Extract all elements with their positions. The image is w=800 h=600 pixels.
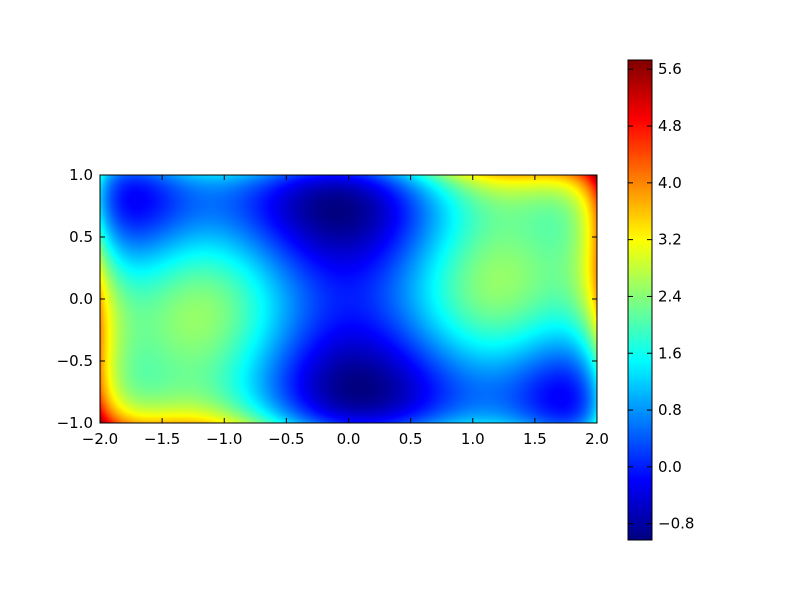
x-tick-label: 1.5 bbox=[523, 430, 547, 448]
x-tick-label: 2.0 bbox=[585, 430, 609, 448]
y-tick-label: −0.5 bbox=[57, 352, 93, 370]
y-axis: 1.0 0.5 0.0 −0.5 −1.0 bbox=[57, 166, 597, 432]
y-tick-label: 1.0 bbox=[69, 166, 93, 184]
colorbar-tick-label: 0.0 bbox=[658, 458, 682, 476]
colorbar-gradient bbox=[628, 60, 652, 540]
colorbar-tick-label: 0.8 bbox=[658, 401, 682, 419]
y-tick-label: 0.5 bbox=[69, 228, 93, 246]
x-tick-label: −2.0 bbox=[82, 430, 118, 448]
x-axis: −2.0 −1.5 −1.0 −0.5 0.0 0.5 1.0 1.5 2.0 bbox=[82, 175, 609, 448]
colorbar-tick-label: 4.8 bbox=[658, 117, 682, 135]
x-tick-label: 0.5 bbox=[399, 430, 423, 448]
y-tick-label: 0.0 bbox=[69, 290, 93, 308]
x-tick-label: −1.5 bbox=[144, 430, 180, 448]
heatmap-image bbox=[100, 175, 597, 423]
y-tick-label: −1.0 bbox=[57, 414, 93, 432]
x-tick-label: 1.0 bbox=[461, 430, 485, 448]
x-tick-label: −1.0 bbox=[206, 430, 242, 448]
heatmap-area: −2.0 −1.5 −1.0 −0.5 0.0 0.5 1.0 1.5 2.0 1.0 0.5 0.… bbox=[57, 166, 609, 448]
colorbar-tick-label: 1.6 bbox=[658, 344, 682, 362]
x-tick-label: 0.0 bbox=[337, 430, 361, 448]
colorbar-tick-label: 2.4 bbox=[658, 287, 682, 305]
colorbar-frame bbox=[627, 59, 653, 541]
colorbar-tick-label: 3.2 bbox=[658, 231, 682, 249]
colorbar-tick-label: 5.6 bbox=[658, 60, 682, 78]
colorbar-axis: 5.6 4.8 4.0 3.2 2.4 1.6 0.8 0.0 −0.8 bbox=[628, 60, 694, 533]
colorbar-tick-label: −0.8 bbox=[658, 515, 694, 533]
colorbar: 5.6 4.8 4.0 3.2 2.4 1.6 0.8 0.0 −0.8 bbox=[627, 59, 694, 541]
colorbar-tick-label: 4.0 bbox=[658, 174, 682, 192]
x-tick-label: −0.5 bbox=[268, 430, 304, 448]
